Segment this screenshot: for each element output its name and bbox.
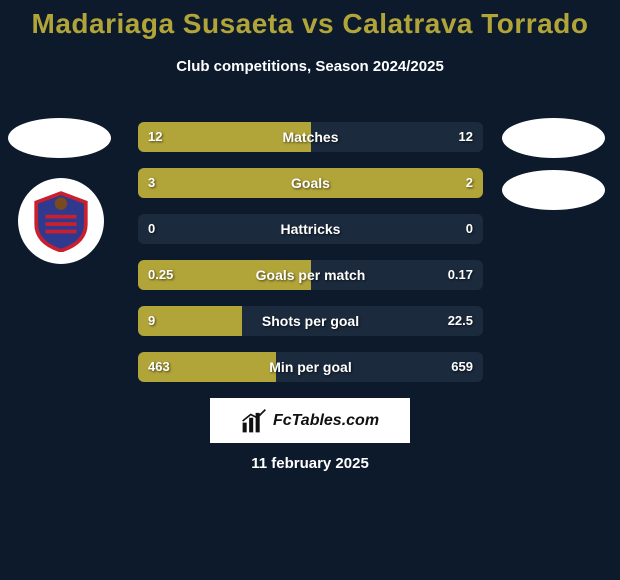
stat-bar-left bbox=[138, 168, 483, 198]
stats-bars: 1212Matches 32Goals 0 0Hattricks 0.250.17Goa… bbox=[138, 122, 483, 398]
stat-value-left: 0 bbox=[148, 214, 155, 244]
page-title: Madariaga Susaeta vs Calatrava Torrado bbox=[0, 0, 620, 40]
stat-label: Hattricks bbox=[138, 214, 483, 244]
branding-badge: FcTables.com bbox=[210, 398, 410, 443]
chart-icon bbox=[241, 408, 267, 434]
stat-bar-right bbox=[311, 122, 484, 152]
stat-value-right: 22.5 bbox=[448, 306, 473, 336]
stat-bar-left bbox=[138, 260, 311, 290]
stat-value-right: 659 bbox=[451, 352, 473, 382]
avatar-player-right-club bbox=[502, 170, 605, 210]
stat-bar-left bbox=[138, 306, 242, 336]
stat-bar-left bbox=[138, 352, 276, 382]
stat-row: 463659Min per goal bbox=[138, 352, 483, 382]
shield-icon bbox=[30, 190, 92, 252]
stat-row: 0.250.17Goals per match bbox=[138, 260, 483, 290]
stat-bar-left bbox=[138, 122, 311, 152]
stat-value-right: 0 bbox=[466, 214, 473, 244]
stat-row: 32Goals bbox=[138, 168, 483, 198]
date-label: 11 february 2025 bbox=[0, 455, 620, 472]
page-subtitle: Club competitions, Season 2024/2025 bbox=[0, 58, 620, 75]
stat-value-right: 0.17 bbox=[448, 260, 473, 290]
stat-row: 1212Matches bbox=[138, 122, 483, 152]
avatar-player-right bbox=[502, 118, 605, 158]
branding-text: FcTables.com bbox=[273, 412, 379, 430]
avatar-player-left bbox=[8, 118, 111, 158]
stat-row: 0 0Hattricks bbox=[138, 214, 483, 244]
stat-row: 922.5Shots per goal bbox=[138, 306, 483, 336]
club-badge-left bbox=[18, 178, 104, 264]
